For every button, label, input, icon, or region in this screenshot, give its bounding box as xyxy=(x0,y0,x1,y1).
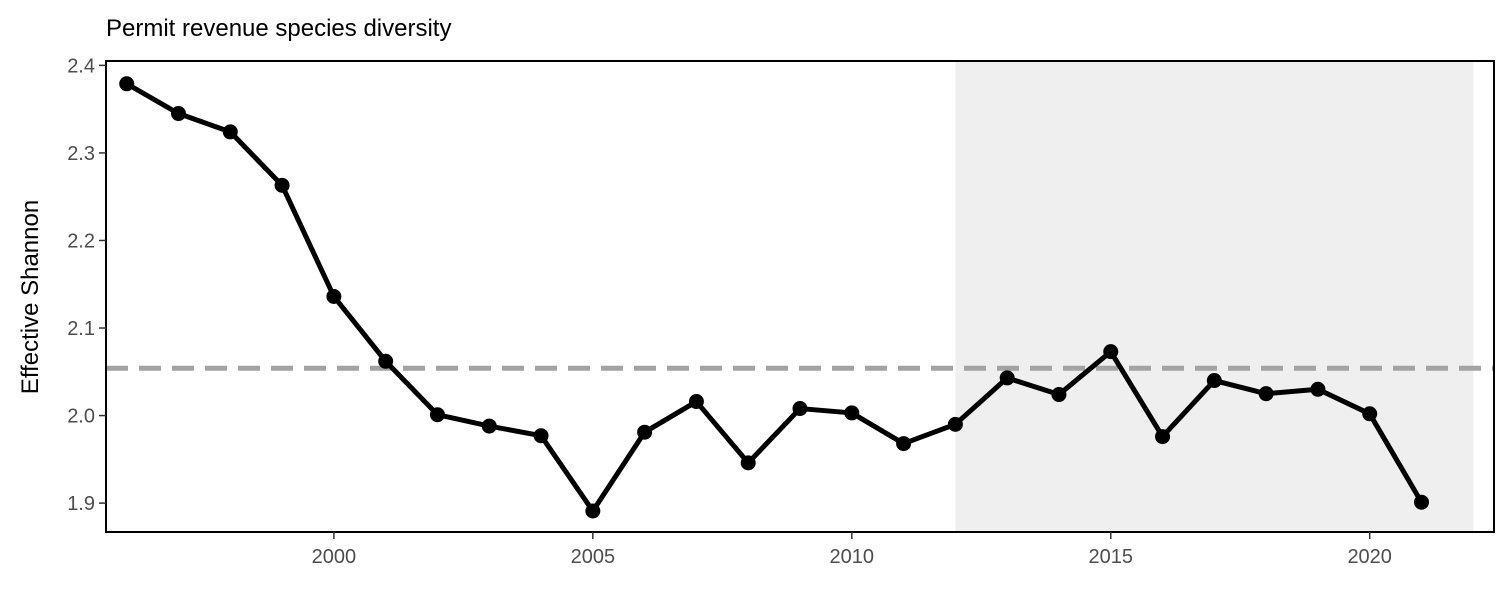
data-point xyxy=(896,436,912,452)
data-point xyxy=(740,455,756,471)
data-point xyxy=(274,177,290,193)
data-point xyxy=(378,353,394,369)
data-point xyxy=(481,418,497,434)
data-point xyxy=(1051,387,1067,403)
data-point xyxy=(326,289,342,304)
data-point xyxy=(533,428,549,444)
data-point xyxy=(1155,429,1171,445)
data-point xyxy=(999,370,1015,386)
data-point xyxy=(429,407,445,423)
data-point xyxy=(1258,386,1274,402)
data-point xyxy=(119,76,135,92)
data-point xyxy=(947,416,963,432)
data-point xyxy=(222,124,238,140)
data-point xyxy=(844,405,860,421)
chart-title: Permit revenue species diversity xyxy=(106,15,451,42)
x-tick-label: 2005 xyxy=(571,546,616,568)
y-axis: 1.9 2.0 2.1 2.2 2.3 2.4 xyxy=(67,55,106,515)
x-tick-label: 2000 xyxy=(312,546,357,568)
y-tick-label: 2.1 xyxy=(67,318,95,340)
x-axis: 2000 2005 2010 2015 2020 xyxy=(312,532,1392,568)
y-tick-label: 2.3 xyxy=(67,143,95,165)
x-tick-label: 2015 xyxy=(1088,546,1133,568)
y-tick-label: 2.2 xyxy=(67,230,95,252)
data-point xyxy=(637,424,653,440)
data-point xyxy=(688,394,704,410)
y-axis-title: Effective Shannon xyxy=(17,200,44,394)
shaded-region xyxy=(955,61,1474,532)
data-point xyxy=(1206,373,1222,389)
x-tick-label: 2020 xyxy=(1347,546,1392,568)
y-tick-label: 1.9 xyxy=(67,493,95,515)
y-tick-label: 2.0 xyxy=(67,406,95,428)
data-point xyxy=(1103,344,1119,360)
panel-border xyxy=(105,60,1495,533)
data-point xyxy=(1413,494,1429,510)
plot-panel xyxy=(105,60,1495,533)
data-point xyxy=(1310,381,1326,397)
data-point xyxy=(792,401,808,417)
data-point xyxy=(1362,406,1378,422)
x-tick-label: 2010 xyxy=(830,546,875,568)
series-line xyxy=(124,81,1424,514)
y-tick-label: 2.4 xyxy=(67,55,95,77)
data-point xyxy=(171,106,187,122)
data-point xyxy=(585,503,601,519)
